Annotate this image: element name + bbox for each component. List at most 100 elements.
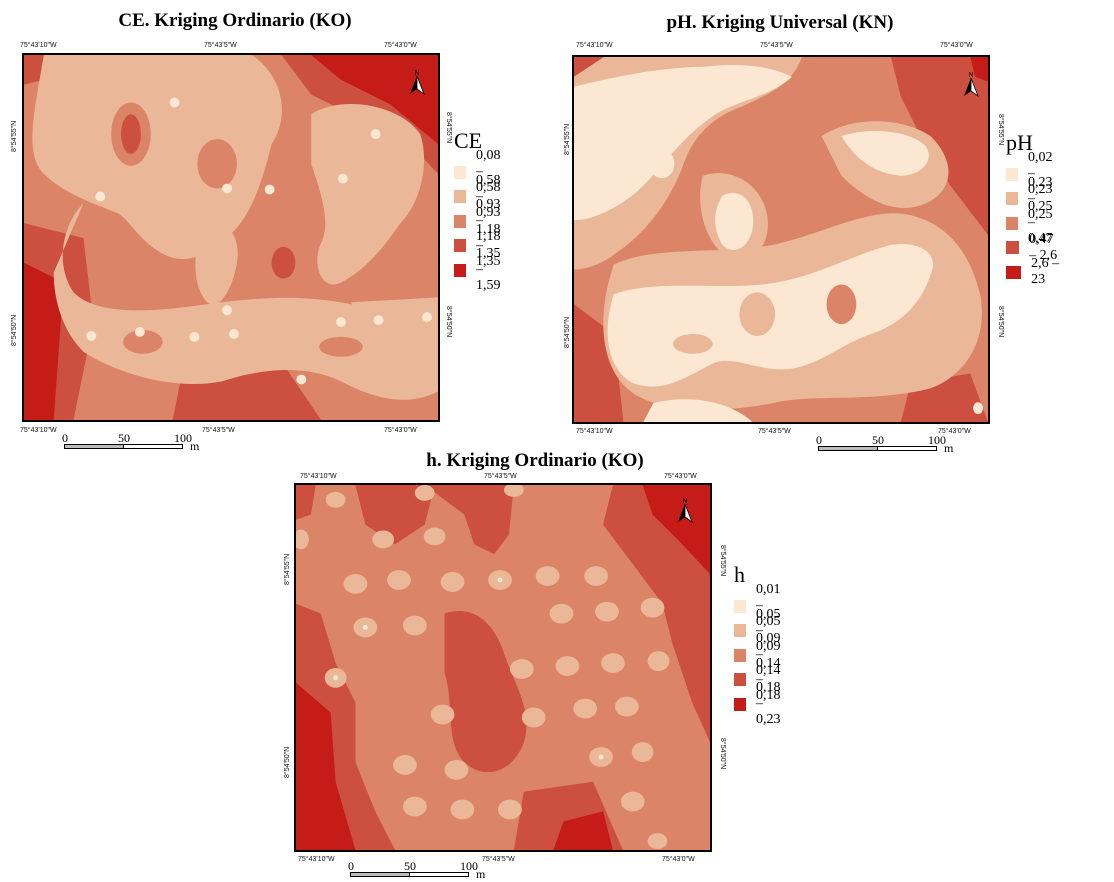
map-title: h. Kriging Ordinario (KO) [426,450,644,471]
legend-title: pH [1006,130,1033,155]
legend-label: 2,6 – 23 [1031,256,1060,288]
tick-top-3: 75°43'0"W [664,473,697,480]
tick-bottom-3: 75°43'0"W [384,427,417,434]
scale-unit: m [476,867,486,881]
scale-label-0: 0 [348,859,354,873]
north-label: N [682,498,687,505]
legend-item: 1,35 – 1,59 [454,246,511,293]
legend-item: 0,08 – 0,58 [454,148,511,195]
ce-raster [24,55,438,420]
tick-left-1: 8°54'55"N [284,553,291,585]
scale-label-50: 50 [872,433,884,447]
tick-top-1: 75°43'10"W [20,42,57,49]
legend-label: 0,01 – 0,05 [756,582,781,630]
tick-top-1: 75°43'10"W [576,42,613,49]
legend-item: 0,14 – 0,18 [734,656,791,703]
legend-item: 0,58 – 0,93 [454,173,511,220]
map-frame-ce [22,53,440,422]
legend-item: 0,25 – 0,47 [1006,199,1063,246]
h-raster [296,485,710,850]
legend-item: 0,01 – 0,05 [734,582,791,629]
map-frame-ph [572,55,990,424]
legend-label: 0,09 – 0,14 [756,631,781,679]
scale-label-50: 50 [118,431,130,445]
tick-bottom-1: 75°43'10"W [576,428,613,435]
scale-label-0: 0 [816,433,822,447]
north-label: N [968,72,973,79]
tick-top-2: 75°43'5"W [204,42,237,49]
legend-label: 0,58 – 0,93 [476,172,501,220]
north-arrow-icon: N [962,70,980,98]
legend-label: 0,25 – 0,47 [1028,199,1053,247]
tick-right-1: 8°54'55"N [445,112,452,144]
legend-label: 0,02 – 0,23 [1028,150,1053,198]
tick-bottom-2: 75°43'5"W [202,427,235,434]
north-arrow-icon: N [408,68,426,96]
scale-bar: 0 50 100 m [348,859,488,882]
tick-left-2: 8°54'50"N [11,314,18,346]
scale-label-50: 50 [404,859,416,873]
legend-swatch [734,697,747,711]
scale-bar-segment-2 [877,446,937,451]
legend-item: 0,05 – 0,09 [734,607,791,654]
legend-swatch [1006,192,1019,206]
legend-swatch [734,648,747,662]
tick-left-1: 8°54'55"N [11,120,18,152]
tick-left-1: 8°54'55"N [564,123,571,155]
legend-swatch [1006,265,1022,279]
legend-item: 0,47 – 2,6 [1006,232,1063,263]
legend-label: 0,47 – 2,6 [1029,231,1058,263]
tick-top-1: 75°43'10"W [300,473,337,480]
scale-unit: m [190,439,200,453]
legend-title: CE [454,128,483,153]
legend-item: 1,18 – 1,35 [454,222,511,269]
scale-label-100: 100 [928,433,946,447]
legend-title: h [734,562,745,587]
ph-raster [574,57,988,422]
scale-bar-segment-1 [64,444,124,449]
legend-swatch [454,165,467,179]
legend-swatch [1006,167,1019,181]
legend-swatch [1006,241,1020,255]
map-frame-h [294,483,712,852]
legend-swatch [734,624,747,638]
legend-item: 0,18 – 0,23 [734,680,791,727]
tick-top-3: 75°43'0"W [940,42,973,49]
scale-label-0: 0 [62,431,68,445]
scale-bar: 0 50 100 m [816,433,956,457]
legend-swatch [454,239,467,253]
tick-left-2: 8°54'50"N [564,316,571,348]
tick-bottom-1: 75°43'10"W [20,427,57,434]
legend-item: 0,09 – 0,14 [734,631,791,678]
legend-item: 0,23 – 0,25 [1006,175,1063,222]
tick-right-2: 8°54'50"N [997,306,1004,338]
scale-bar-segment-1 [818,446,878,451]
legend-item: 0,93 – 1,18 [454,197,511,244]
legend-swatch [454,263,467,277]
tick-right-1: 8°54'55"N [719,545,726,577]
legend-ce: CE 0,08 – 0,58 0,58 – 0,93 0,93 – 1,18 1… [454,128,511,293]
legend-label: 0,05 – 0,09 [756,606,781,654]
legend-label: 1,35 – 1,59 [476,246,501,294]
legend-swatch [1006,216,1019,230]
legend-label: 1,18 – 1,35 [476,221,501,269]
legend-swatch [734,673,747,687]
legend-label: 0,23 – 0,25 [1028,174,1053,222]
legend-item: 0,02 – 0,23 [1006,150,1063,197]
legend-swatch [734,599,747,613]
scale-label-100: 100 [174,431,192,445]
tick-bottom-3: 75°43'0"W [662,856,695,863]
legend-swatch [454,214,467,228]
tick-top-2: 75°43'5"W [760,42,793,49]
scale-label-100: 100 [460,859,478,873]
legend-swatch [454,190,467,204]
legend-label: 0,93 – 1,18 [476,197,501,245]
north-label: N [414,70,419,77]
north-arrow-icon: N [676,496,694,524]
legend-label: 0,08 – 0,58 [476,148,501,196]
legend-label: 0,14 – 0,18 [756,655,781,703]
tick-right-1: 8°54'55"N [997,114,1004,146]
scale-bar-segment-2 [123,444,183,449]
tick-left-2: 8°54'50"N [284,746,291,778]
tick-top-3: 75°43'0"W [384,42,417,49]
